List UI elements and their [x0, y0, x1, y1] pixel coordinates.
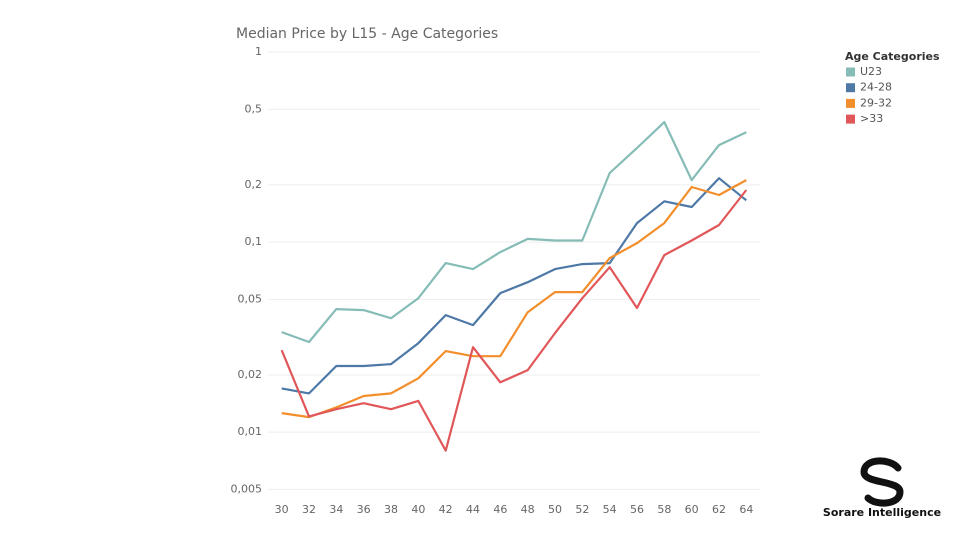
x-tick-label: 50	[548, 503, 562, 516]
x-tick-label: 60	[685, 503, 699, 516]
x-tick-label: 32	[302, 503, 316, 516]
legend-title: Age Categories	[845, 50, 940, 63]
y-tick-label: 0,02	[238, 368, 263, 381]
legend-swatch	[846, 98, 855, 108]
x-tick-label: 34	[329, 503, 343, 516]
series-line	[280, 189, 748, 452]
x-tick-label: 42	[439, 503, 453, 516]
y-tick-label: 0,01	[238, 425, 263, 438]
chart-title: Median Price by L15 - Age Categories	[236, 26, 498, 42]
x-tick-label: 58	[657, 503, 671, 516]
y-tick-label: 0,5	[245, 102, 263, 115]
x-tick-label: 54	[603, 503, 617, 516]
x-tick-label: 38	[384, 503, 398, 516]
y-tick-label: 1	[255, 45, 262, 58]
y-tick-label: 0,2	[245, 178, 263, 191]
x-tick-label: 30	[275, 503, 289, 516]
series-line	[281, 177, 747, 395]
x-tick-label: 36	[357, 503, 371, 516]
y-tick-label: 0,005	[231, 482, 263, 495]
y-tick-label: 0,1	[245, 235, 263, 248]
x-tick-label: 40	[411, 503, 425, 516]
x-tick-label: 56	[630, 503, 644, 516]
x-tick-label: 64	[739, 503, 753, 516]
x-tick-label: 46	[493, 503, 507, 516]
x-tick-label: 44	[466, 503, 480, 516]
legend-swatch	[846, 67, 855, 77]
brand-logo	[860, 457, 904, 507]
x-tick-label: 62	[712, 503, 726, 516]
legend-label: >33	[860, 112, 883, 125]
legend-label: 29-32	[860, 96, 892, 109]
series-line	[281, 179, 747, 419]
series-line	[281, 121, 747, 344]
legend-swatch	[846, 114, 855, 124]
brand-name: Sorare Intelligence	[823, 506, 941, 519]
legend-label: 24-28	[860, 81, 892, 94]
legend-swatch	[846, 83, 855, 93]
x-tick-label: 52	[575, 503, 589, 516]
x-tick-label: 48	[521, 503, 535, 516]
legend-label: U23	[860, 65, 882, 78]
y-tick-label: 0,05	[238, 292, 263, 305]
